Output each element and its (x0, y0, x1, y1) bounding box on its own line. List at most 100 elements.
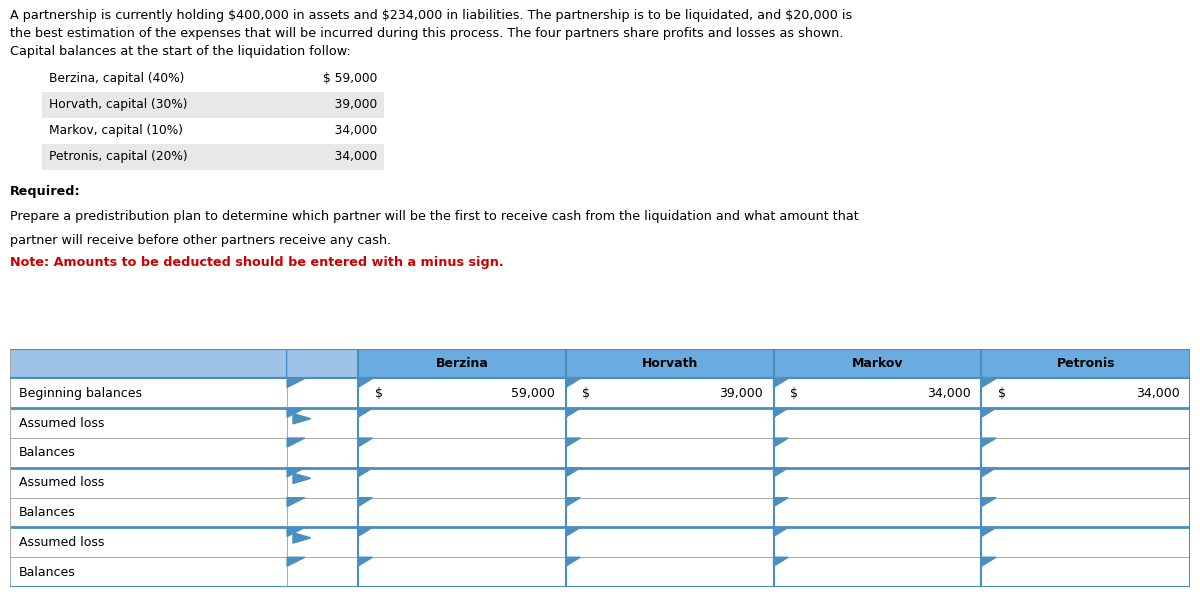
Polygon shape (358, 408, 372, 417)
Text: Balances: Balances (19, 506, 76, 519)
Polygon shape (293, 533, 311, 543)
Polygon shape (565, 468, 581, 477)
Polygon shape (287, 408, 305, 417)
Bar (982, 498, 1190, 527)
Bar (565, 438, 774, 468)
Polygon shape (287, 378, 305, 387)
Bar (10, 408, 287, 438)
Text: 59,000: 59,000 (511, 387, 556, 400)
Text: Prepare a predistribution plan to determine which partner will be the first to r: Prepare a predistribution plan to determ… (10, 210, 858, 223)
Bar (287, 378, 358, 408)
Text: $: $ (791, 387, 798, 400)
Bar (10, 378, 287, 408)
Text: 39,000: 39,000 (323, 98, 377, 111)
Bar (42, 144, 384, 170)
Bar (42, 92, 384, 118)
Bar (774, 408, 982, 438)
Text: Balances: Balances (19, 566, 76, 579)
Polygon shape (565, 378, 581, 387)
Polygon shape (982, 408, 996, 417)
Text: 34,000: 34,000 (1136, 387, 1180, 400)
Polygon shape (774, 498, 788, 507)
Bar (982, 557, 1190, 587)
Polygon shape (982, 557, 996, 566)
Text: $: $ (374, 387, 383, 400)
Bar (565, 408, 774, 438)
Bar (358, 468, 565, 498)
Bar (287, 438, 358, 468)
Bar (774, 349, 982, 378)
Polygon shape (774, 468, 788, 477)
Text: Berzina: Berzina (436, 357, 488, 370)
Polygon shape (358, 438, 372, 447)
Polygon shape (982, 378, 996, 387)
Bar (982, 408, 1190, 438)
Polygon shape (293, 473, 311, 483)
Bar (982, 378, 1190, 408)
Text: Markov, capital (10%): Markov, capital (10%) (49, 124, 182, 137)
Text: Required:: Required: (10, 185, 80, 198)
Bar (358, 438, 565, 468)
Bar (287, 468, 358, 498)
Bar (774, 498, 982, 527)
Polygon shape (774, 378, 788, 387)
Polygon shape (774, 438, 788, 447)
Text: Horvath: Horvath (642, 357, 698, 370)
Text: Note: Amounts to be deducted should be entered with a minus sign.: Note: Amounts to be deducted should be e… (10, 256, 503, 269)
Text: Assumed loss: Assumed loss (19, 536, 104, 549)
Bar (287, 557, 358, 587)
Text: Capital balances at the start of the liquidation follow:: Capital balances at the start of the liq… (10, 45, 350, 58)
Text: A partnership is currently holding $400,000 in assets and $234,000 in liabilitie: A partnership is currently holding $400,… (10, 9, 852, 22)
Bar (10, 468, 287, 498)
Polygon shape (358, 498, 372, 507)
Text: $: $ (998, 387, 1006, 400)
Text: Berzina, capital (40%): Berzina, capital (40%) (49, 72, 185, 85)
Text: Assumed loss: Assumed loss (19, 417, 104, 430)
Bar (565, 349, 774, 378)
Polygon shape (287, 527, 305, 536)
Polygon shape (358, 378, 372, 387)
Bar (774, 468, 982, 498)
Polygon shape (982, 527, 996, 536)
Polygon shape (565, 557, 581, 566)
Bar (42, 118, 384, 144)
Bar (358, 349, 565, 378)
Text: Markov: Markov (852, 357, 904, 370)
Polygon shape (565, 527, 581, 536)
Polygon shape (982, 468, 996, 477)
Text: $: $ (582, 387, 590, 400)
Text: 39,000: 39,000 (720, 387, 763, 400)
Bar (774, 557, 982, 587)
Bar (10, 527, 287, 557)
Polygon shape (565, 438, 581, 447)
Polygon shape (774, 557, 788, 566)
Bar (10, 498, 287, 527)
Polygon shape (358, 468, 372, 477)
Bar (565, 498, 774, 527)
Bar (287, 408, 358, 438)
Bar (42, 66, 384, 92)
Bar (287, 349, 358, 378)
Text: Beginning balances: Beginning balances (19, 387, 142, 400)
Text: partner will receive before other partners receive any cash.: partner will receive before other partne… (10, 234, 391, 247)
Text: 34,000: 34,000 (323, 150, 377, 163)
Bar (287, 498, 358, 527)
Bar (358, 527, 565, 557)
Polygon shape (358, 527, 372, 536)
Bar (774, 438, 982, 468)
Text: 34,000: 34,000 (323, 124, 377, 137)
Text: Balances: Balances (19, 446, 76, 460)
Polygon shape (287, 468, 305, 477)
Text: Petronis: Petronis (1057, 357, 1115, 370)
Polygon shape (982, 438, 996, 447)
Bar (10, 557, 287, 587)
Text: the best estimation of the expenses that will be incurred during this process. T: the best estimation of the expenses that… (10, 27, 844, 40)
Bar (565, 468, 774, 498)
Bar (358, 557, 565, 587)
Text: Horvath, capital (30%): Horvath, capital (30%) (49, 98, 187, 111)
Bar (982, 468, 1190, 498)
Bar (982, 438, 1190, 468)
Text: Petronis, capital (20%): Petronis, capital (20%) (49, 150, 187, 163)
Bar (10, 349, 287, 378)
Polygon shape (774, 408, 788, 417)
